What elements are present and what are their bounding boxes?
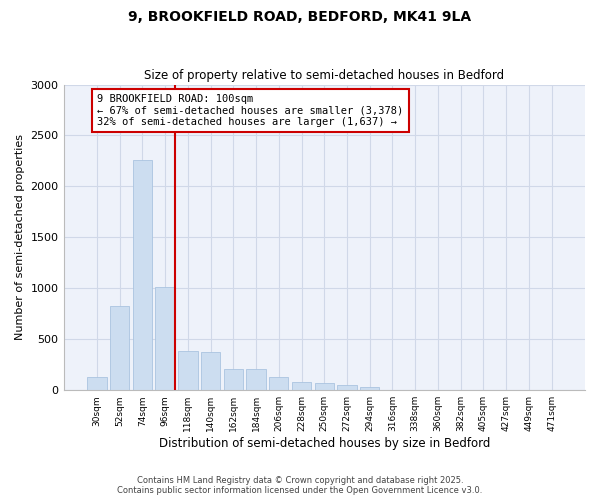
Bar — [269, 377, 289, 390]
Text: 9, BROOKFIELD ROAD, BEDFORD, MK41 9LA: 9, BROOKFIELD ROAD, BEDFORD, MK41 9LA — [128, 10, 472, 24]
Bar — [178, 352, 197, 390]
Y-axis label: Number of semi-detached properties: Number of semi-detached properties — [15, 134, 25, 340]
Bar — [87, 377, 107, 390]
Bar — [337, 384, 356, 390]
Bar — [314, 383, 334, 390]
Bar — [247, 369, 266, 390]
Text: 9 BROOKFIELD ROAD: 100sqm
← 67% of semi-detached houses are smaller (3,378)
32% : 9 BROOKFIELD ROAD: 100sqm ← 67% of semi-… — [97, 94, 404, 127]
Bar — [110, 306, 130, 390]
X-axis label: Distribution of semi-detached houses by size in Bedford: Distribution of semi-detached houses by … — [158, 437, 490, 450]
Bar — [201, 352, 220, 390]
Bar — [224, 369, 243, 390]
Bar — [360, 387, 379, 390]
Bar — [292, 382, 311, 390]
Text: Contains HM Land Registry data © Crown copyright and database right 2025.
Contai: Contains HM Land Registry data © Crown c… — [118, 476, 482, 495]
Title: Size of property relative to semi-detached houses in Bedford: Size of property relative to semi-detach… — [144, 69, 505, 82]
Bar — [133, 160, 152, 390]
Bar — [155, 288, 175, 390]
